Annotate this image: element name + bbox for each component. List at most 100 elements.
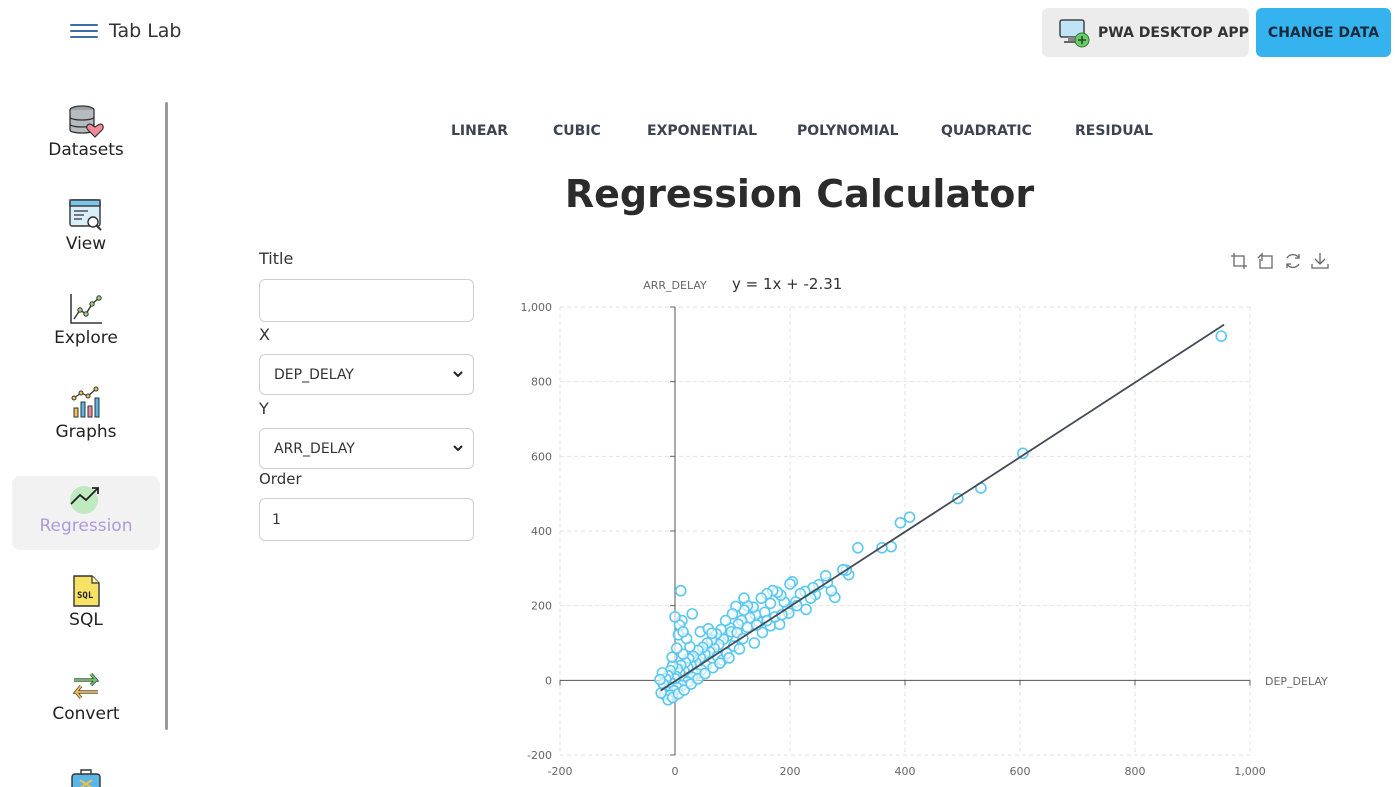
chevron-down-icon <box>451 367 465 381</box>
data-point <box>738 592 750 605</box>
data-point <box>726 608 739 620</box>
tab-linear[interactable]: LINEAR <box>451 123 509 139</box>
tab-exponential[interactable]: EXPONENTIAL <box>647 123 758 139</box>
y-tick-label: 800 <box>531 376 552 389</box>
y-select[interactable]: ARR_DELAY <box>259 428 474 469</box>
data-point <box>1215 330 1228 342</box>
data-point <box>670 642 683 655</box>
monitor-plus-icon <box>1058 18 1090 48</box>
data-point <box>800 603 812 616</box>
x-select-value: DEP_DELAY <box>274 366 354 383</box>
data-point <box>764 597 777 610</box>
data-point <box>666 651 678 663</box>
page-title: Regression Calculator <box>564 172 1035 216</box>
x-axis-title: DEP_DELAY <box>1265 675 1328 688</box>
data-point <box>894 516 907 529</box>
data-point <box>699 667 711 680</box>
sidebar-item-sql[interactable]: SQL SQL <box>12 570 160 644</box>
bar-chart-icon <box>68 386 104 420</box>
sidebar-item-label: Regression <box>39 516 133 536</box>
line-chart-icon <box>68 292 104 326</box>
data-point <box>654 673 666 686</box>
svg-text:SQL: SQL <box>77 591 94 601</box>
trend-up-icon <box>68 480 104 514</box>
data-point <box>686 608 699 620</box>
data-point <box>903 511 916 523</box>
y-tick-label: 200 <box>531 600 552 613</box>
zoom-reset-icon[interactable] <box>1257 252 1275 270</box>
order-label: Order <box>259 470 302 488</box>
tab-residual[interactable]: RESIDUAL <box>1075 123 1153 139</box>
data-point <box>819 569 832 582</box>
tab-quadratic[interactable]: QUADRATIC <box>941 123 1032 139</box>
order-input[interactable] <box>259 498 474 541</box>
chart-toolbox <box>1230 252 1329 270</box>
y-tick-label: 600 <box>531 450 552 463</box>
regression-equation: y = 1x + -2.31 <box>732 275 842 293</box>
tab-cubic[interactable]: CUBIC <box>553 123 601 139</box>
data-point <box>674 584 687 597</box>
pwa-button-label: PWA DESKTOP APP <box>1098 24 1249 41</box>
regression-line <box>660 323 1225 692</box>
data-point <box>723 652 735 664</box>
pwa-desktop-app-button[interactable]: PWA DESKTOP APP <box>1042 8 1249 57</box>
x-label: X <box>259 325 270 344</box>
sidebar-item-label: View <box>65 234 107 254</box>
sidebar-item-label: Convert <box>52 704 120 724</box>
chevron-down-icon <box>451 441 465 455</box>
sidebar-item-label: SQL <box>69 610 103 630</box>
y-tick-label: 1,000 <box>521 301 553 314</box>
y-axis-title: ARR_DELAY <box>643 279 707 292</box>
y-tick-label: -200 <box>527 749 552 762</box>
change-data-button[interactable]: CHANGE DATA <box>1256 8 1391 57</box>
sidebar-item-datasets[interactable]: Datasets <box>12 100 160 174</box>
data-point <box>756 626 769 639</box>
sidebar-item-regression[interactable]: Regression <box>12 476 160 550</box>
sidebar-item-label: Graphs <box>55 422 117 442</box>
convert-arrows-icon <box>68 668 104 702</box>
x-tick-label: 400 <box>895 765 916 778</box>
data-point <box>784 578 796 590</box>
y-select-value: ARR_DELAY <box>274 440 355 457</box>
data-point <box>669 611 681 623</box>
download-icon[interactable] <box>1311 252 1329 270</box>
sidebar-item-convert[interactable]: Convert <box>12 664 160 738</box>
sql-file-icon: SQL <box>68 574 104 608</box>
data-point <box>719 614 732 627</box>
data-point <box>677 625 689 638</box>
sidebar-scrollbar[interactable] <box>165 102 168 730</box>
zoom-icon[interactable] <box>1230 252 1248 270</box>
sidebar-item-label: Explore <box>54 328 118 348</box>
data-point <box>733 643 746 655</box>
restore-icon[interactable] <box>1284 252 1302 270</box>
title-label: Title <box>259 249 294 268</box>
window-search-icon <box>68 198 104 232</box>
x-tick-label: 0 <box>672 765 679 778</box>
data-point <box>852 541 864 554</box>
data-point <box>755 592 768 605</box>
tab-polynomial[interactable]: POLYNOMIAL <box>797 123 899 139</box>
sidebar-item-view[interactable]: View <box>12 194 160 268</box>
y-tick-label: 0 <box>545 674 552 687</box>
data-point <box>748 637 761 649</box>
data-point <box>706 627 718 640</box>
hamburger-menu-icon[interactable] <box>70 20 98 44</box>
sidebar-item-more[interactable] <box>12 760 160 787</box>
database-heart-icon <box>68 104 104 138</box>
title-input[interactable] <box>259 279 474 322</box>
y-tick-label: 400 <box>531 525 552 538</box>
x-select[interactable]: DEP_DELAY <box>259 354 474 395</box>
x-tick-label: 600 <box>1010 765 1031 778</box>
sidebar-item-graphs[interactable]: Graphs <box>12 382 160 456</box>
sidebar-item-explore[interactable]: Explore <box>12 288 160 362</box>
sidebar-item-label: Datasets <box>48 140 124 160</box>
x-tick-label: 800 <box>1125 765 1146 778</box>
data-point <box>1017 447 1029 460</box>
app-brand: Tab Lab <box>109 20 182 42</box>
regression-scatter-chart: -200 0 200 400 600 800 1,000 -200 0 200 400 600 800 1… <box>521 275 1329 778</box>
data-point <box>714 657 726 669</box>
x-tick-label: 1,000 <box>1234 765 1266 778</box>
toolbox-icon <box>68 764 104 787</box>
x-tick-label: -200 <box>548 765 573 778</box>
y-label: Y <box>259 399 269 418</box>
